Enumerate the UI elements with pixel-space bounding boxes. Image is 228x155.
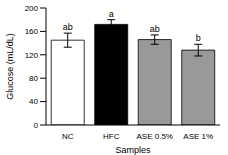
svg-text:ASE 0.5%: ASE 0.5% [137,132,173,141]
svg-text:0: 0 [34,121,39,130]
svg-text:HFC: HFC [103,132,120,141]
svg-text:80: 80 [29,74,38,83]
svg-text:ASE 1%: ASE 1% [183,132,213,141]
svg-text:ab: ab [150,24,160,34]
svg-text:200: 200 [25,4,39,13]
svg-text:Samples: Samples [115,145,151,155]
svg-text:120: 120 [25,51,39,60]
svg-text:ab: ab [63,22,73,32]
svg-text:NC: NC [62,132,74,141]
svg-text:Glucose (mL/dL): Glucose (mL/dL) [8,33,15,100]
svg-text:b: b [196,33,201,43]
svg-text:a: a [109,9,114,19]
svg-text:160: 160 [25,27,39,36]
svg-text:40: 40 [29,97,38,106]
